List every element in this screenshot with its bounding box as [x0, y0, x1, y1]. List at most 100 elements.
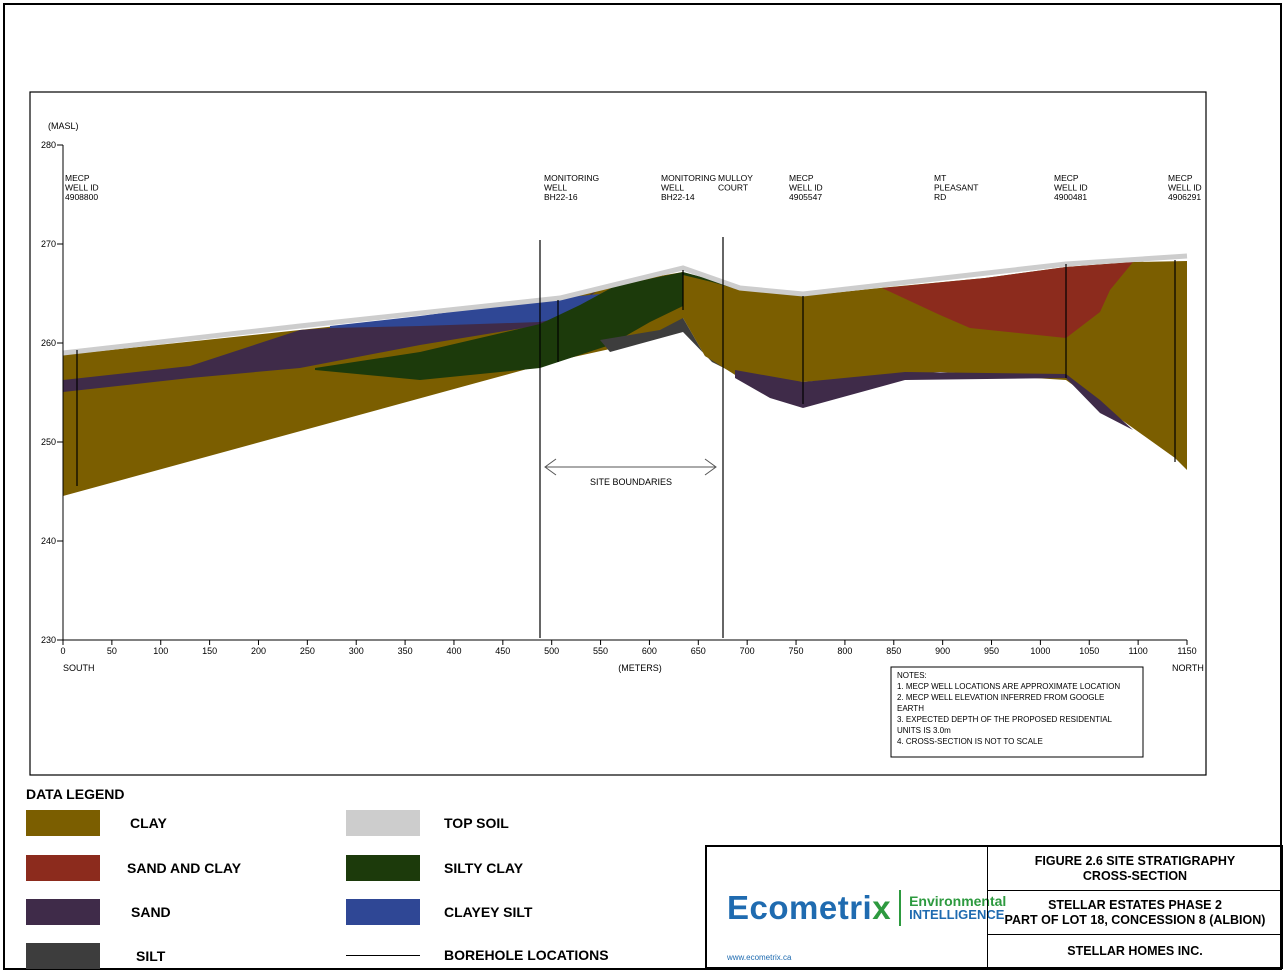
- x-tick-label: 600: [642, 646, 657, 656]
- logo-url: www.ecometrix.ca: [727, 953, 792, 962]
- legend-label-silt: SILT: [136, 948, 166, 964]
- x-tick-label: 400: [446, 646, 461, 656]
- x-tick-label: 500: [544, 646, 559, 656]
- notes-box: [890, 666, 1144, 758]
- y-tick-label: 280: [41, 140, 56, 150]
- x-tick-label: 750: [789, 646, 804, 656]
- legend-swatch-clay: [26, 810, 100, 836]
- title-block: Ecometrix Environmental INTELLIGENCE www…: [705, 845, 1283, 969]
- note-line: 1. MECP WELL LOCATIONS ARE APPROXIMATE L…: [897, 682, 1120, 691]
- x-axis-north-label: NORTH: [1172, 663, 1204, 673]
- x-tick-label: 350: [398, 646, 413, 656]
- legend-item-top-soil: TOP SOIL: [346, 810, 509, 836]
- legend-label-top-soil: TOP SOIL: [444, 815, 509, 831]
- client-name: STELLAR HOMES INC.: [1067, 943, 1203, 958]
- location-label-line: WELL ID: [1168, 183, 1202, 193]
- site-boundaries-arrow: [544, 458, 717, 476]
- x-axis-unit: (METERS): [618, 663, 662, 673]
- location-label-line: BH22-16: [544, 192, 578, 202]
- logo-intelligence: INTELLIGENCE: [909, 907, 1005, 922]
- location-label-line: WELL ID: [65, 183, 99, 193]
- top-soil-layer: [62, 253, 1188, 356]
- location-label-line: MONITORING: [544, 173, 599, 183]
- note-line: EARTH: [897, 704, 924, 713]
- x-tick-label: 1150: [1177, 646, 1196, 656]
- ecometrix-logo: Ecometrix Environmental INTELLIGENCE: [727, 889, 1006, 927]
- figure-title: FIGURE 2.6 SITE STRATIGRAPHY CROSS-SECTI…: [988, 847, 1282, 891]
- legend-item-silt: SILT: [26, 943, 165, 969]
- x-tick-label: 200: [251, 646, 266, 656]
- location-label-line: WELL ID: [1054, 183, 1088, 193]
- location-label-line: PLEASANT: [934, 183, 978, 193]
- x-tick-label: 950: [984, 646, 999, 656]
- site-boundaries-label: SITE BOUNDARIES: [590, 477, 672, 487]
- legend-item-silty-clay: SILTY CLAY: [346, 855, 523, 881]
- location-label-line: COURT: [718, 183, 748, 193]
- legend-label-sand-and-clay: SAND AND CLAY: [127, 860, 242, 876]
- x-axis-south-label: SOUTH: [63, 663, 95, 673]
- location-label-line: MECP: [1054, 173, 1079, 183]
- location-label-line: 4906291: [1168, 192, 1201, 202]
- x-tick-label: 100: [153, 646, 168, 656]
- x-tick-label: 1000: [1030, 646, 1050, 656]
- note-line: NOTES:: [897, 671, 927, 680]
- logo-separator: [899, 890, 902, 926]
- x-tick-label: 0: [60, 646, 65, 656]
- page-frame: [3, 3, 1282, 970]
- location-label-line: MECP: [789, 173, 814, 183]
- sand-and-clay-layer: [882, 262, 1133, 338]
- legend-label-clayey-silt: CLAYEY SILT: [444, 904, 533, 920]
- legend-swatch-sand-and-clay: [26, 855, 100, 881]
- strata-layers: [62, 253, 1188, 496]
- x-tick-label: 1050: [1079, 646, 1099, 656]
- location-label-line: MT: [934, 173, 946, 183]
- note-line: UNITS IS 3.0m: [897, 726, 951, 735]
- sand-layer-north: [735, 370, 1133, 430]
- x-tick-label: 850: [886, 646, 901, 656]
- logo-environmental: Environmental: [909, 893, 1007, 909]
- project-title: STELLAR ESTATES PHASE 2 PART OF LOT 18, …: [988, 891, 1282, 935]
- legend-title: DATA LEGEND: [26, 786, 125, 802]
- y-tick-label: 270: [41, 239, 56, 249]
- borehole-lines: [76, 237, 1176, 638]
- location-label-line: 4900481: [1054, 192, 1087, 202]
- y-axis: 280 270 260 250 240 230: [41, 140, 63, 645]
- legend-swatch-clayey-silt: [346, 899, 420, 925]
- x-tick-label: 150: [202, 646, 217, 656]
- x-axis: 0 50 100 150 200 250 300 350 400 450 500 550 600 650 7…: [60, 640, 1197, 656]
- logo-wordmark: Ecometrix: [727, 889, 892, 926]
- location-label-line: WELL: [661, 183, 684, 193]
- legend-item-clayey-silt: CLAYEY SILT: [346, 899, 532, 925]
- legend-swatch-silty-clay: [346, 855, 420, 881]
- location-label-line: MECP: [1168, 173, 1193, 183]
- y-axis-unit: (MASL): [48, 121, 79, 131]
- y-tick-label: 250: [41, 437, 56, 447]
- x-tick-label: 50: [107, 646, 117, 656]
- location-label-line: 4908800: [65, 192, 98, 202]
- location-label-line: 4905547: [789, 192, 822, 202]
- legend-label-borehole-locations: BOREHOLE LOCATIONS: [444, 947, 609, 963]
- x-tick-label: 900: [935, 646, 950, 656]
- silty-clay-layer: [315, 272, 735, 380]
- x-tick-label: 300: [349, 646, 364, 656]
- sand-layer-south: [63, 288, 600, 392]
- location-label-line: BH22-14: [661, 192, 695, 202]
- location-label-line: WELL ID: [789, 183, 823, 193]
- title-block-fields: FIGURE 2.6 SITE STRATIGRAPHY CROSS-SECTI…: [987, 847, 1282, 967]
- legend-label-silty-clay: SILTY CLAY: [444, 860, 524, 876]
- legend-swatch-silt: [26, 943, 100, 969]
- legend-item-clay: CLAY: [26, 810, 167, 836]
- legend-item-sand: SAND: [26, 899, 171, 925]
- x-tick-label: 250: [300, 646, 315, 656]
- note-line: 4. CROSS-SECTION IS NOT TO SCALE: [897, 737, 1043, 746]
- x-tick-label: 550: [593, 646, 608, 656]
- notes-text: NOTES: 1. MECP WELL LOCATIONS ARE APPROXI…: [897, 671, 1120, 746]
- clayey-silt-layer: [330, 288, 612, 328]
- y-tick-label: 260: [41, 338, 56, 348]
- location-label-line: MONITORING: [661, 173, 716, 183]
